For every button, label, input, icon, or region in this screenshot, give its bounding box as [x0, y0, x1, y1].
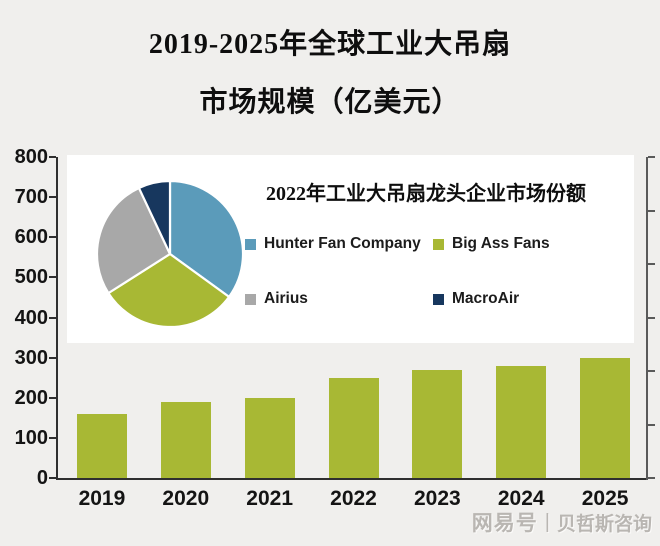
pie-legend: Hunter Fan Company Big Ass Fans Airius Macr… [245, 235, 625, 308]
legend-swatch-icon [433, 293, 444, 305]
pie-chart-title: 2022年工业大吊扇龙头企业市场份额 [266, 183, 586, 205]
page-title-line-2: 市场规模（亿美元） [199, 87, 461, 118]
x-axis-label: 2019 [78, 487, 126, 510]
pie-slice-macroair [137, 179, 172, 256]
y-axis-label: 700 [14, 186, 48, 209]
page-title-line-1: 2019-2025年全球工业大吊扇 [148, 29, 512, 60]
x-axis-label: 2020 [162, 487, 210, 510]
bar-slot [228, 157, 312, 478]
secondary-y-axis-tick [648, 423, 655, 426]
x-axis-label: 2025 [581, 487, 629, 510]
pie-inset-panel: 2022年工业大吊扇龙头企业市场份额 Hunter Fan Company Big… [67, 155, 634, 343]
netease-hao-logo: 网易号 [471, 512, 538, 535]
bar-2025 [580, 357, 631, 478]
legend-swatch-icon [245, 238, 256, 250]
pie-slice-big-ass-fans [107, 252, 231, 329]
secondary-y-axis-tick [648, 209, 655, 212]
secondary-y-axis-tick [648, 156, 655, 158]
legend-item-big-ass-fans: Big Ass Fans [433, 235, 625, 253]
bar-2020 [160, 401, 211, 478]
y-axis-tick [49, 236, 56, 239]
y-axis-label: 300 [14, 346, 48, 369]
pie-chart [95, 179, 245, 329]
legend-item-hunter-fan-company: Hunter Fan Company [245, 235, 433, 253]
secondary-y-axis-tick [648, 316, 655, 319]
y-axis-label: 600 [14, 226, 48, 249]
legend-swatch-icon [245, 293, 256, 305]
bar-2023 [412, 369, 463, 478]
x-axis-label: 2022 [330, 487, 377, 510]
legend-label: Airius [264, 290, 308, 307]
legend-item-airius: Airius [245, 290, 433, 308]
secondary-y-axis-tick [648, 263, 655, 265]
legend-label: Hunter Fan Company [264, 235, 421, 252]
bar-2022 [328, 377, 379, 478]
legend-label: MacroAir [452, 290, 520, 307]
bar-slot [479, 157, 563, 478]
bar-2024 [496, 365, 547, 478]
watermark: 网易号 | 贝哲斯咨询 [472, 507, 652, 537]
y-axis-tick [49, 316, 56, 319]
y-axis-tick [49, 396, 56, 399]
y-axis-line [56, 157, 58, 480]
secondary-y-axis-tick [648, 370, 655, 372]
x-axis-label: 2023 [414, 487, 461, 510]
bar-slot [312, 157, 396, 478]
bar-slot [563, 157, 647, 478]
secondary-y-axis-tick [648, 477, 655, 479]
secondary-y-axis-line [646, 157, 648, 480]
y-axis-tick [49, 477, 56, 479]
bar-slot [395, 157, 479, 478]
legend-label: Big Ass Fans [452, 235, 550, 252]
y-axis-label: 800 [14, 146, 48, 168]
watermark-source-name: 贝哲斯咨询 [556, 513, 652, 535]
bar-2019 [76, 413, 127, 478]
x-axis-line [56, 478, 648, 480]
x-axis-label: 2021 [246, 487, 293, 510]
legend-item-macroair: MacroAir [433, 290, 625, 308]
y-axis-label: 0 [36, 467, 48, 489]
watermark-divider: | [544, 510, 550, 533]
pie-slice-airius [95, 186, 172, 295]
y-axis-tick [49, 356, 56, 359]
y-axis-tick [49, 276, 56, 279]
x-axis-tick-labels: 2019 2020 2021 2022 2023 2024 2025 [60, 487, 647, 511]
bar-slot [144, 157, 228, 478]
y-axis-tick [49, 196, 56, 199]
bar-2021 [244, 397, 295, 478]
legend-swatch-icon [433, 238, 444, 250]
y-axis-label: 400 [14, 306, 48, 329]
x-axis-label: 2024 [497, 487, 545, 510]
y-axis-label: 200 [14, 386, 48, 409]
y-axis-tick [49, 436, 56, 439]
bar-slot [60, 157, 144, 478]
y-axis-tick [49, 156, 56, 158]
y-axis-label: 500 [14, 266, 48, 289]
y-axis-label: 100 [14, 426, 48, 449]
pie-slice-hunter-fan-company [168, 179, 245, 299]
bar-chart-plot-area [60, 157, 647, 478]
